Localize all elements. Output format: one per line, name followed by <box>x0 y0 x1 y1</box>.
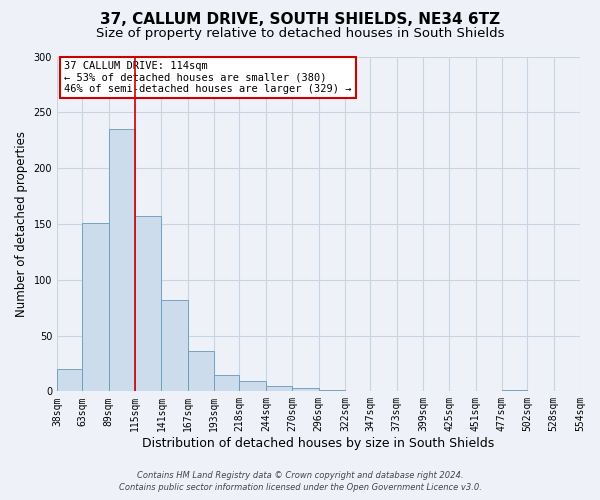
Bar <box>57 369 82 392</box>
Bar <box>292 388 319 392</box>
Y-axis label: Number of detached properties: Number of detached properties <box>15 131 28 317</box>
Bar <box>319 390 345 392</box>
Bar <box>135 216 161 392</box>
Text: 37 CALLUM DRIVE: 114sqm
← 53% of detached houses are smaller (380)
46% of semi-d: 37 CALLUM DRIVE: 114sqm ← 53% of detache… <box>64 60 352 94</box>
Bar <box>214 374 239 392</box>
X-axis label: Distribution of detached houses by size in South Shields: Distribution of detached houses by size … <box>142 437 494 450</box>
Bar <box>502 390 527 392</box>
Text: 37, CALLUM DRIVE, SOUTH SHIELDS, NE34 6TZ: 37, CALLUM DRIVE, SOUTH SHIELDS, NE34 6T… <box>100 12 500 28</box>
Bar <box>82 223 109 392</box>
Bar <box>109 129 135 392</box>
Text: Size of property relative to detached houses in South Shields: Size of property relative to detached ho… <box>96 28 504 40</box>
Text: Contains HM Land Registry data © Crown copyright and database right 2024.
Contai: Contains HM Land Registry data © Crown c… <box>119 471 481 492</box>
Bar <box>266 386 292 392</box>
Bar <box>188 351 214 392</box>
Bar <box>161 300 188 392</box>
Bar <box>239 382 266 392</box>
